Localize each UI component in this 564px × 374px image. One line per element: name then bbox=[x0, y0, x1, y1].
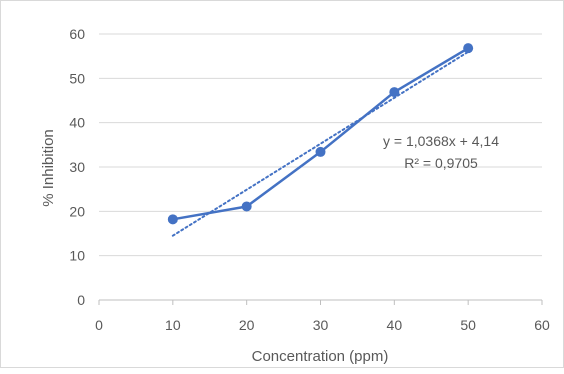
x-tick-label: 50 bbox=[460, 317, 476, 333]
y-tick-label: 20 bbox=[69, 203, 85, 219]
data-point bbox=[389, 87, 400, 98]
y-axis-title: % Inhibition bbox=[40, 129, 57, 207]
data-point bbox=[463, 43, 474, 54]
y-tick-label: 40 bbox=[69, 115, 85, 131]
trendline bbox=[171, 50, 470, 237]
trendline-r-squared: R² = 0,9705 bbox=[404, 155, 478, 171]
y-tick-label: 0 bbox=[77, 292, 85, 308]
trendline-equation: y = 1,0368x + 4,14 bbox=[383, 133, 499, 149]
y-tick-label: 60 bbox=[69, 26, 85, 42]
x-tick-labels: 0 10 20 30 40 50 60 bbox=[95, 317, 550, 333]
y-tick-label: 50 bbox=[69, 70, 85, 86]
data-point bbox=[241, 201, 252, 212]
x-tick-label: 40 bbox=[387, 317, 403, 333]
y-tick-label: 10 bbox=[69, 248, 85, 264]
series-layer bbox=[167, 43, 474, 225]
gridlines bbox=[99, 33, 542, 257]
x-axis-title: Concentration (ppm) bbox=[252, 348, 389, 365]
trendline-layer bbox=[171, 50, 470, 237]
y-tick-label: 30 bbox=[69, 159, 85, 175]
x-tick-label: 20 bbox=[239, 317, 255, 333]
x-tick-label: 10 bbox=[165, 317, 181, 333]
data-point bbox=[315, 146, 326, 157]
data-point bbox=[167, 214, 178, 225]
x-tick-label: 30 bbox=[313, 317, 329, 333]
x-tick-label: 0 bbox=[95, 317, 103, 333]
y-tick-labels: 0 10 20 30 40 50 60 bbox=[69, 26, 85, 308]
axes bbox=[98, 299, 543, 305]
x-tick-label: 60 bbox=[534, 317, 550, 333]
